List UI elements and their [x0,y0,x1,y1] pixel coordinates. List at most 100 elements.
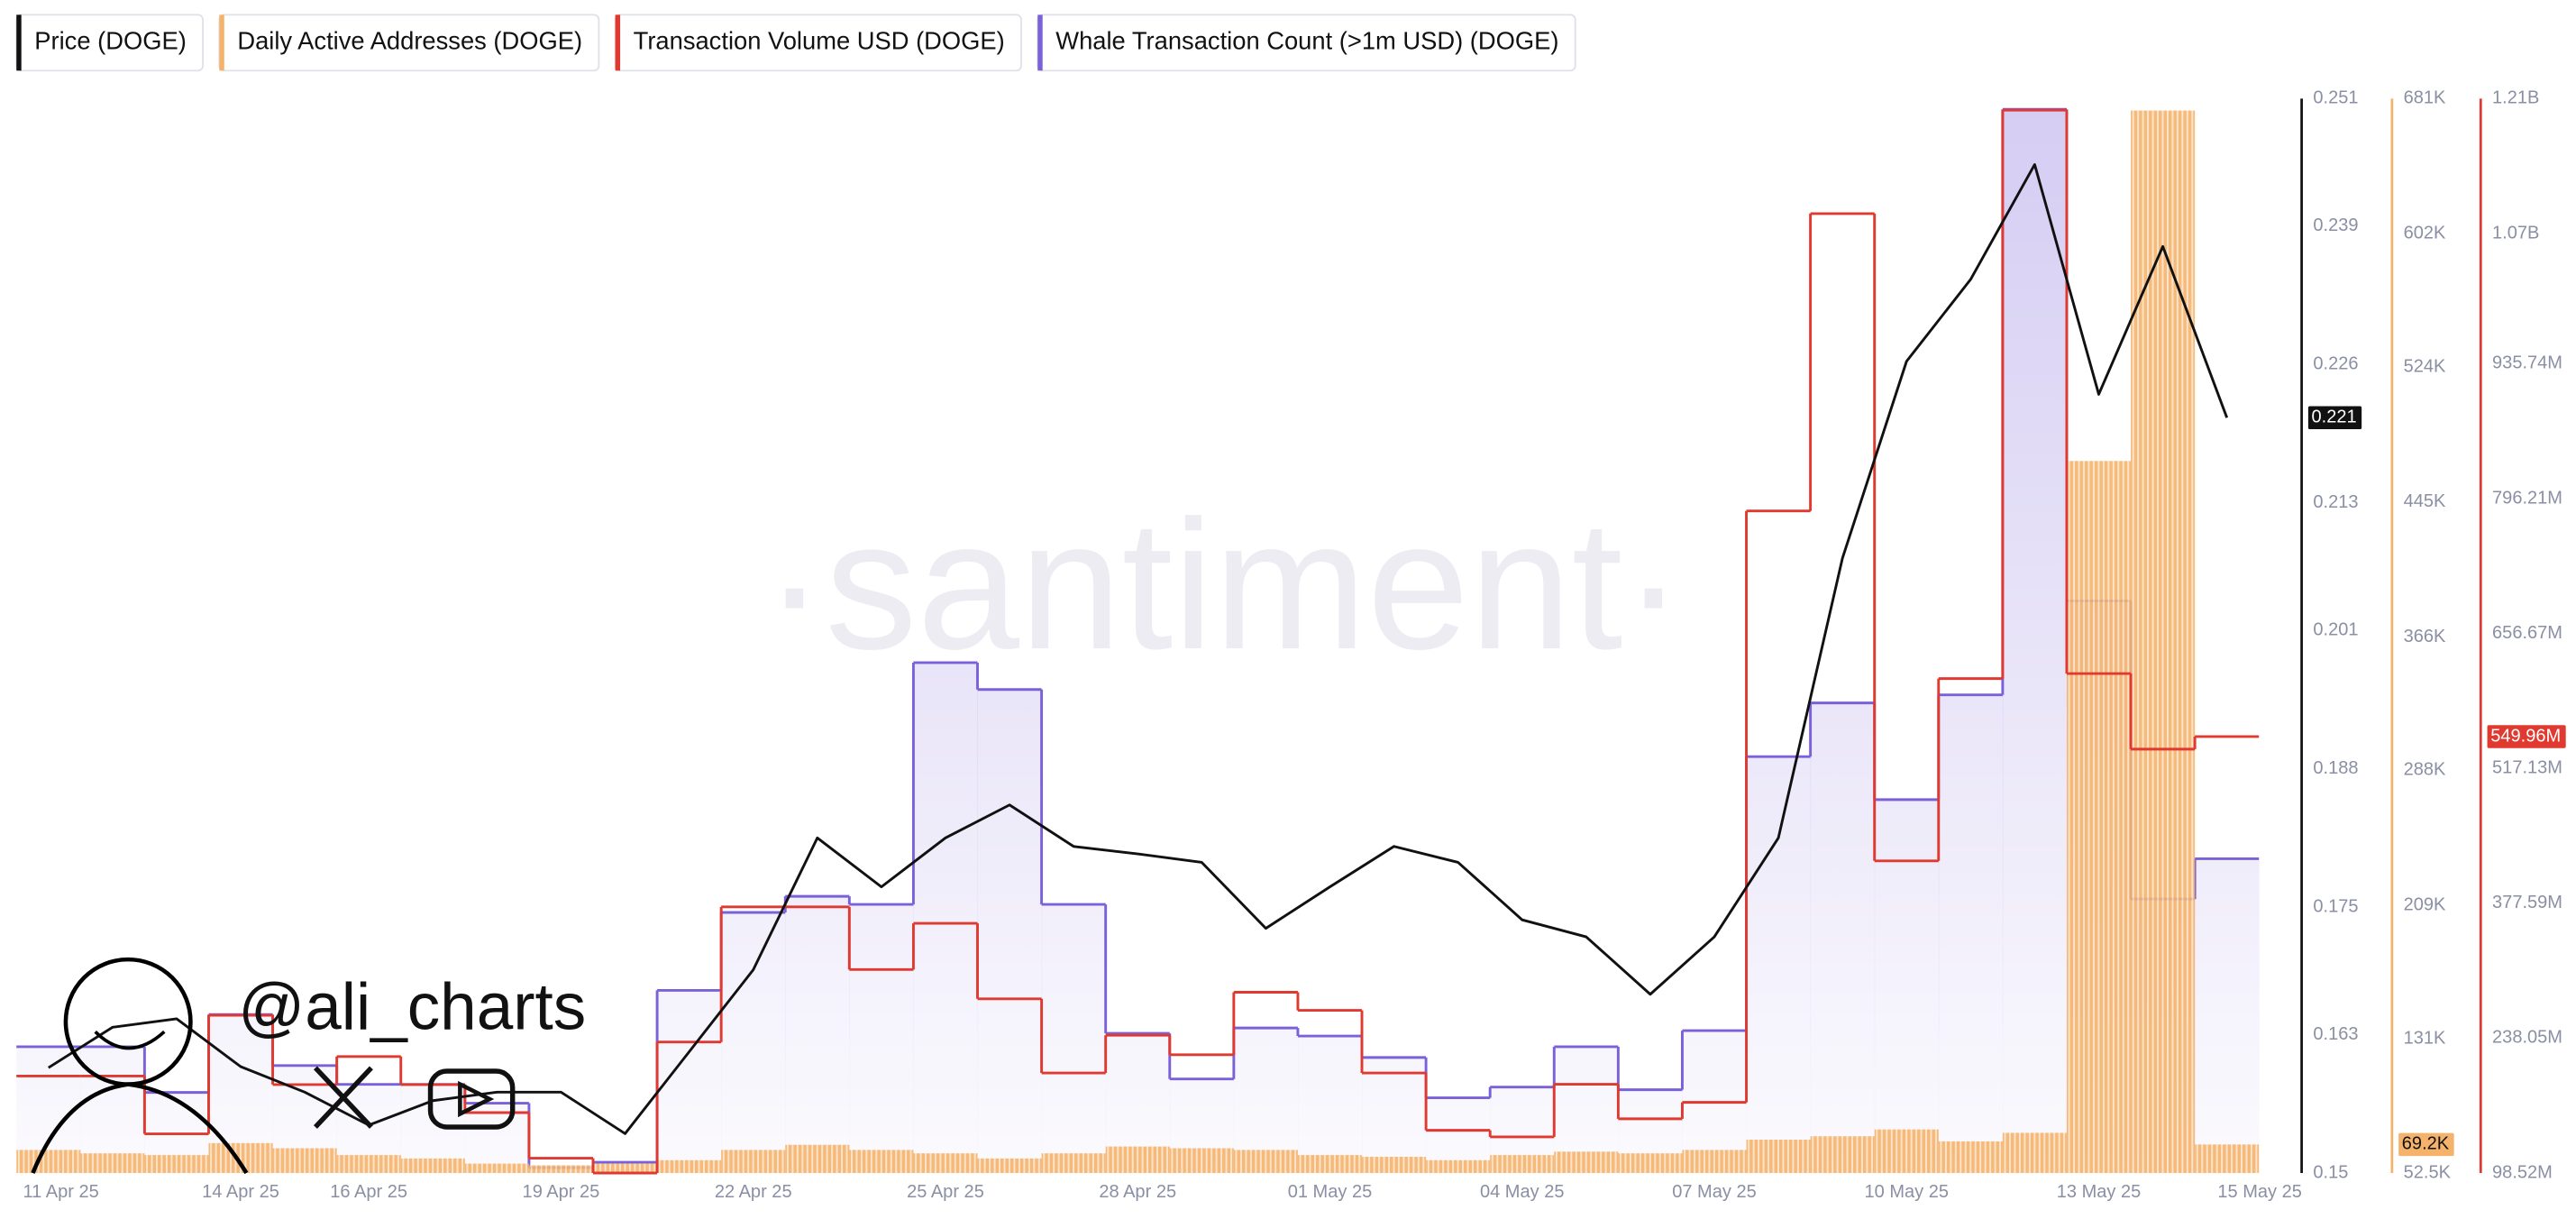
bar [977,1158,1042,1173]
bar [1426,1159,1491,1173]
x-tick-label: 19 Apr 25 [523,1182,600,1202]
x-tick-label: 01 May 25 [1288,1182,1373,1202]
y-tick-label: 0.15 [2313,1162,2348,1182]
youtube-logo [458,1080,495,1118]
current-value-label: 549.96M [2490,726,2561,746]
bar [1362,1156,1427,1173]
current-value-label: 69.2K [2402,1134,2450,1154]
legend-item: Price (DOGE) [15,14,204,72]
watermark: ·santiment· [763,482,1684,688]
x-logo [313,1066,373,1129]
current-value-badge [2487,725,2566,748]
legend-item: Whale Transaction Count (>1m USD) (DOGE) [1037,14,1576,72]
bar [144,1155,209,1173]
current-value-badge [2398,1132,2454,1157]
bar [1041,1153,1106,1173]
bar [1105,1146,1170,1173]
youtube-logo [427,1068,516,1130]
x-tick-label: 16 Apr 25 [330,1182,407,1202]
bar [2066,461,2132,1173]
whale-area [1041,904,1107,1173]
whale-area [785,896,850,1173]
x-tick-label: 22 Apr 25 [715,1182,792,1202]
whale-area [1746,756,1812,1173]
avatar [94,1030,166,1050]
whale-area [721,912,786,1173]
y-tick-label: 366K [2404,627,2446,646]
bar [2195,1144,2260,1173]
y-tick-label: 602K [2404,223,2446,243]
bar [1682,1150,1747,1173]
avatar [31,1082,249,1175]
bar [528,1165,593,1173]
y-tick-label: 288K [2404,760,2446,780]
bar [1618,1153,1683,1173]
legend-item: Daily Active Addresses (DOGE) [218,14,600,72]
bar [1938,1141,2003,1173]
bar [2002,1132,2067,1173]
x-tick-label: 11 Apr 25 [23,1182,99,1202]
y-tick-label: 0.188 [2313,758,2358,778]
y-tick-label: 209K [2404,895,2446,915]
y-tick-label: 1.07B [2492,224,2539,243]
y-tick-label: 796.21M [2492,488,2562,508]
whale-area [2195,858,2260,1173]
legend-label: Transaction Volume USD (DOGE) [634,27,1005,55]
x-tick-label: 13 May 25 [2057,1182,2142,1202]
bar [657,1159,722,1173]
whale-area [2002,109,2068,1173]
bar [592,1163,658,1173]
y-tick-label: 517.13M [2492,757,2562,777]
bar [80,1153,145,1173]
bar [1297,1155,1363,1173]
bar [272,1148,337,1173]
bar [1233,1150,1298,1173]
bar [2131,110,2196,1173]
whale-area [1874,799,1940,1173]
legend-swatch [615,14,621,71]
y-tick-label: 0.163 [2313,1024,2358,1044]
y-tick-label: 0.239 [2313,215,2358,235]
bar [721,1150,786,1173]
x-tick-label: 10 May 25 [1864,1182,1949,1202]
bar [1810,1136,1875,1173]
current-value-badge [2307,406,2362,430]
y-tick-label: 98.52M [2492,1162,2553,1182]
y-tick-label: 238.05M [2492,1028,2562,1048]
plot-area: 0.15 0.163 0.175 0.188 0.201 0.213 0.226 0.239 0… [16,88,2566,1202]
legend: Price (DOGE) Daily Active Addresses (DOGE… [15,14,1576,72]
legend-swatch [1037,14,1043,71]
bar [1490,1155,1555,1173]
y-tick-label: 0.251 [2313,88,2358,108]
bar [1746,1140,1811,1173]
legend-label: Price (DOGE) [34,27,187,55]
y-tick-label: 0.213 [2313,492,2358,512]
whale-area [80,1046,145,1173]
legend-swatch [219,14,224,71]
author-badge: @ali_charts [31,957,586,1175]
x-tick-label: 07 May 25 [1672,1182,1757,1202]
y-tick-label: 445K [2404,491,2446,511]
bar [16,1150,81,1173]
whale-area [1233,1028,1299,1173]
legend-item: Transaction Volume USD (DOGE) [614,14,1022,72]
y-tick-label: 935.74M [2492,353,2562,373]
price-line [47,163,2229,1135]
y-tick-label: 656.67M [2492,623,2562,643]
bar [913,1153,978,1173]
legend-label: Daily Active Addresses (DOGE) [237,27,582,55]
x-tick-label: 04 May 25 [1480,1182,1565,1202]
x-tick-label: 15 May 25 [2217,1182,2302,1202]
y-tick-label: 681K [2404,88,2446,108]
whale-area [849,904,914,1173]
whale-area [913,662,979,1173]
y-tick-label: 524K [2404,356,2446,376]
author-handle: @ali_charts [238,971,586,1044]
whale-area [464,1103,530,1173]
legend-swatch [16,14,22,71]
whale-area [977,689,1043,1173]
y-tick-label: 131K [2404,1028,2446,1048]
whale-area [1362,1057,1427,1173]
bar [336,1155,401,1173]
